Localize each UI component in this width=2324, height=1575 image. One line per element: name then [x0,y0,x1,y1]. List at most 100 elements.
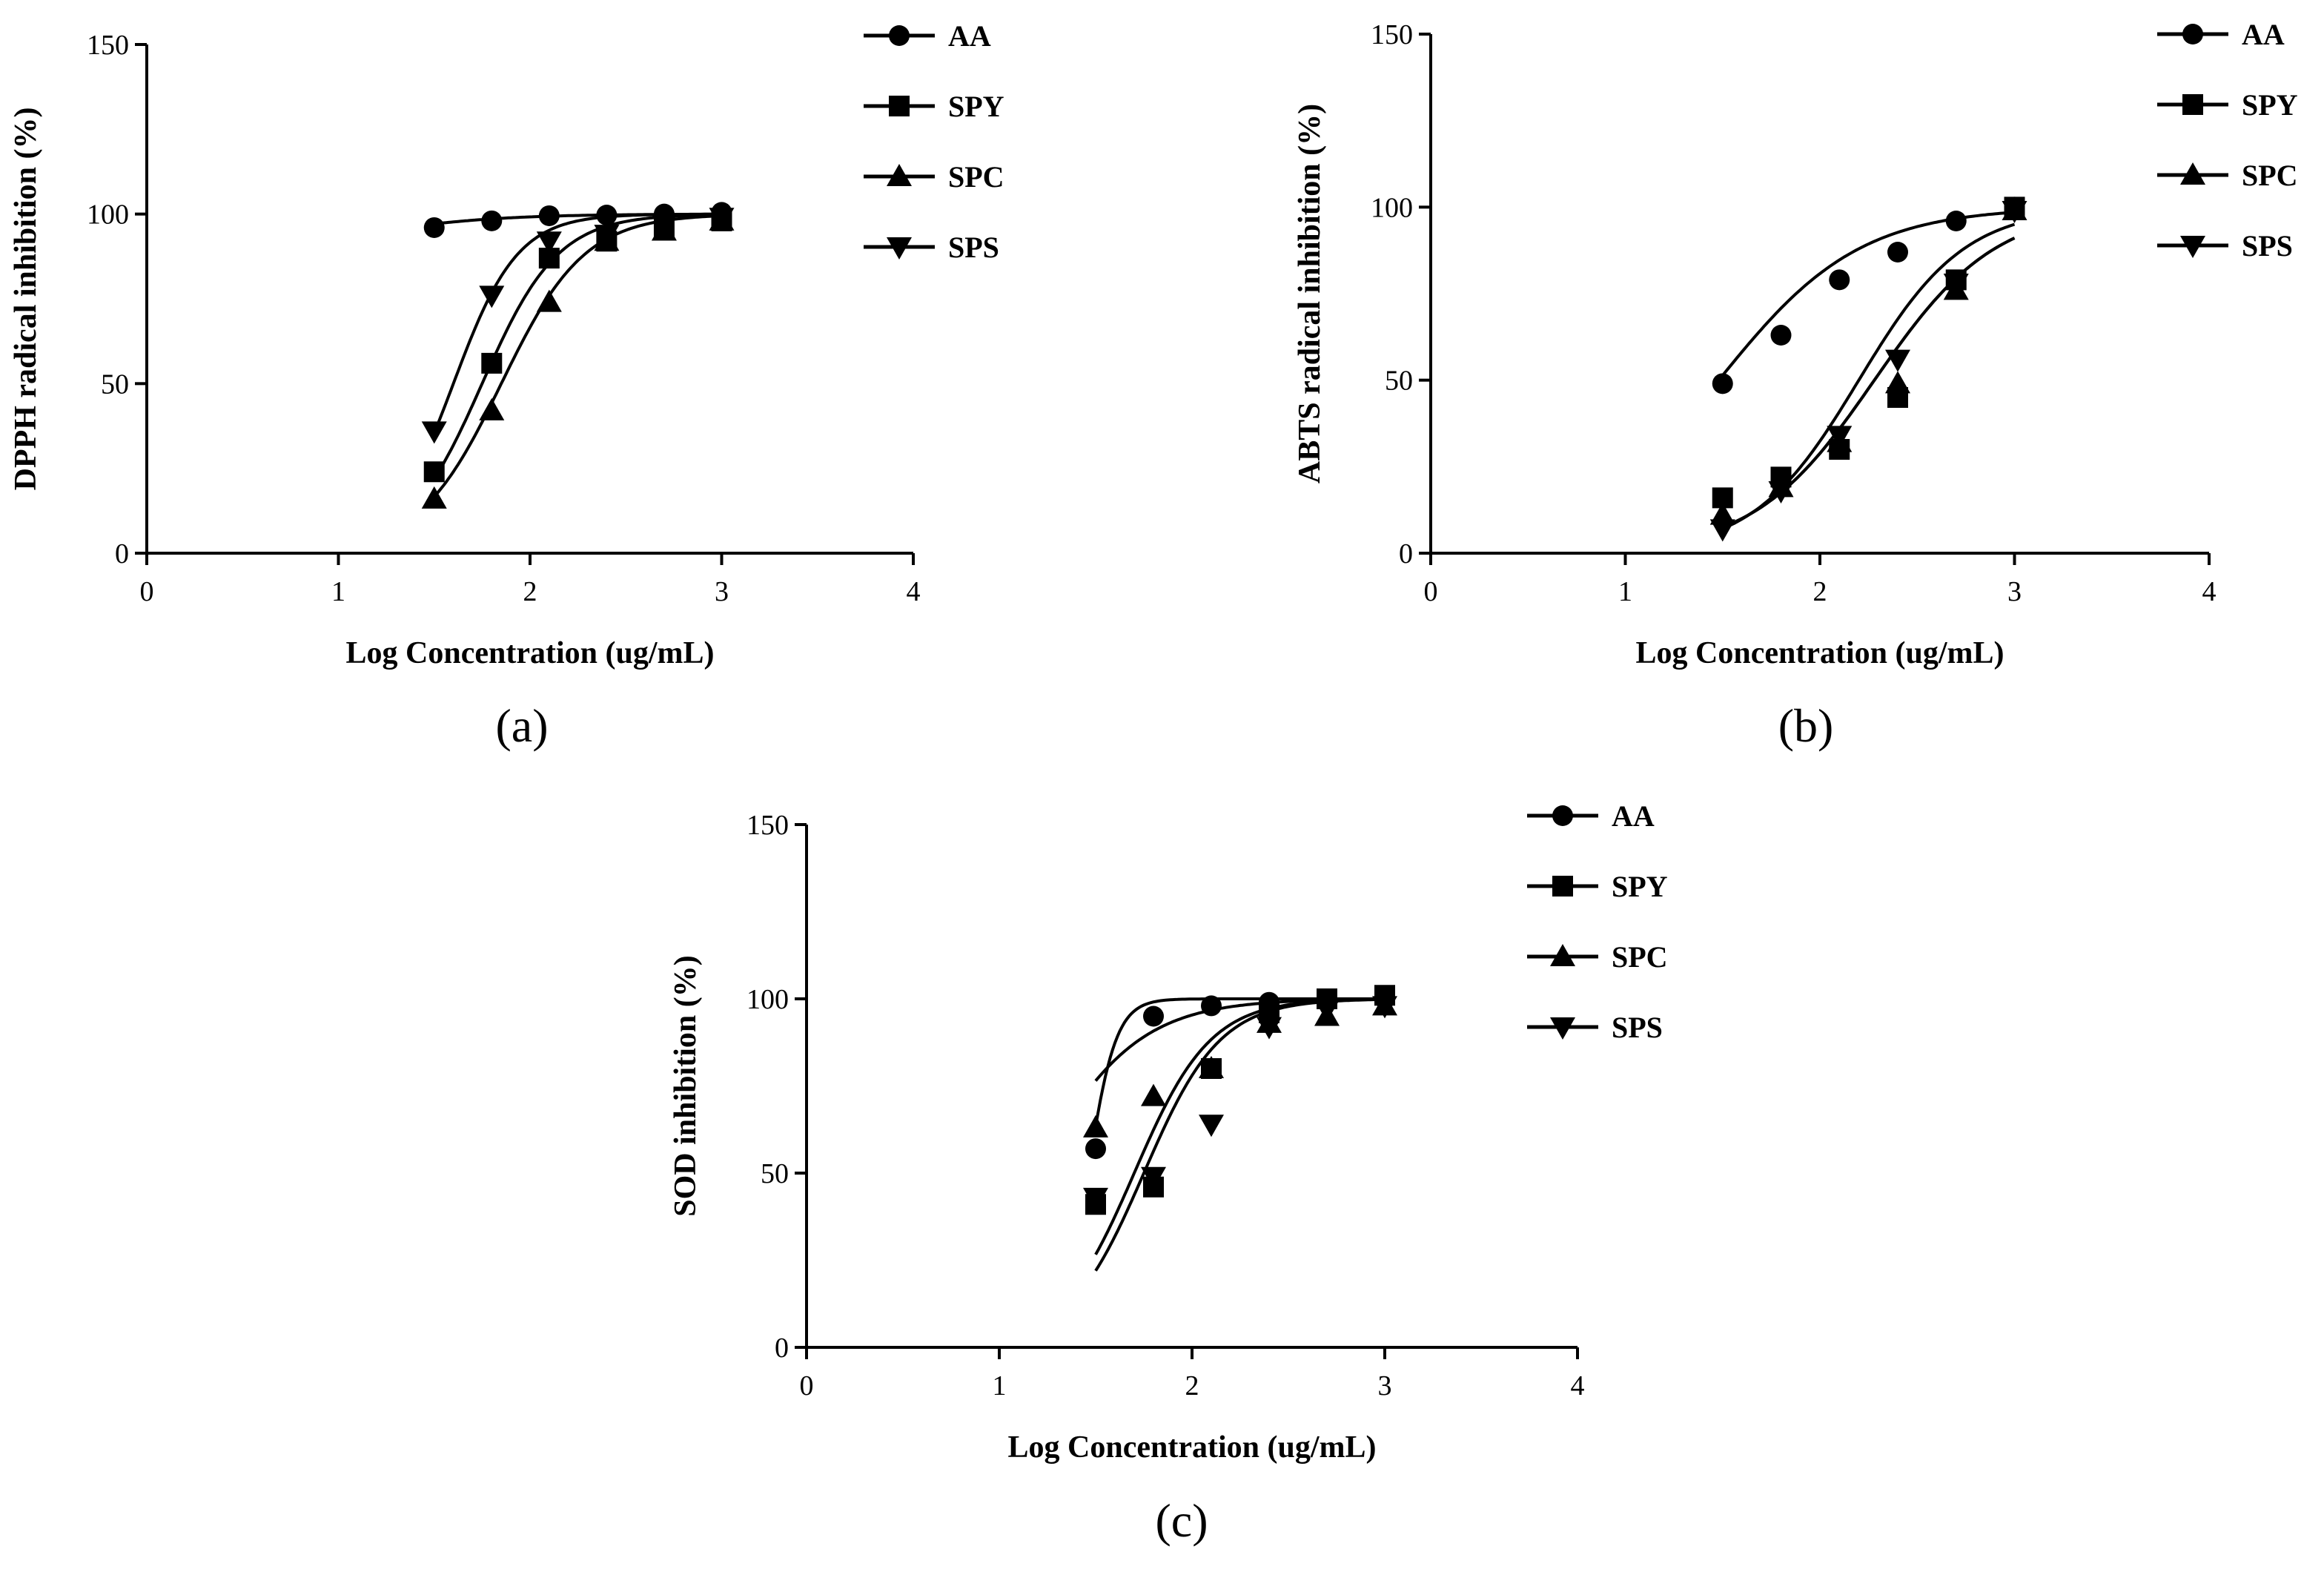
data-point [1770,325,1792,346]
data-point [536,289,562,312]
legend-marker [889,25,910,46]
legend-label: SPC [2242,159,2298,192]
data-point [596,205,618,226]
y-axis-title: ABTS radical inhibition (%) [1293,104,1327,483]
data-point [1085,1138,1106,1160]
series-spc [421,208,735,509]
data-point [481,352,503,374]
data-point [1314,1000,1340,1023]
legend-marker [2182,94,2203,115]
legend-label: SPY [2242,88,2298,122]
data-point [1827,426,1853,449]
legend-item: SPS [2157,229,2293,262]
x-axis-title: Log Concentration (ug/mL) [346,636,715,670]
x-tick-label: 2 [1185,1370,1199,1401]
legend-marker [2180,162,2205,185]
legend-item: SPY [1527,870,1668,903]
x-tick-label: 3 [1378,1370,1392,1401]
data-point [423,217,445,238]
fit-curve [1721,222,2016,530]
y-tick-label: 150 [746,810,789,841]
legend-marker [1552,876,1573,897]
data-point [538,205,560,226]
fit-curve [433,214,722,498]
legend-item: SPC [2157,159,2298,192]
x-tick-label: 1 [993,1370,1007,1401]
x-tick-label: 1 [1618,576,1632,607]
data-point [1712,487,1733,509]
data-point [1372,996,1397,1019]
legend-label: SPY [1612,870,1668,903]
legend-label: SPY [948,90,1004,123]
panel-label: (a) [495,699,548,752]
x-tick-label: 3 [2007,576,2022,607]
data-point [1885,371,1910,394]
fit-curve [1721,237,2016,529]
data-point [1257,1017,1282,1040]
chart-panel-3: 0 1 2 3 4 0 50 100 150 Log Concentration (ug/mL) S… [669,799,1668,1465]
data-point [1141,1166,1166,1189]
series-aa [1712,197,2025,394]
data-point [594,225,620,248]
y-tick-label: 150 [1371,19,1413,50]
legend-label: AA [1612,799,1655,833]
data-point [1829,269,1850,291]
data-point [421,486,447,509]
data-point [536,231,562,254]
x-tick-label: 3 [715,576,729,607]
legend-label: SPS [948,231,999,264]
data-point [1768,481,1794,503]
data-point [1083,1187,1108,1210]
legend-marker [1552,805,1573,826]
legend-marker [1550,1017,1575,1040]
legend-item: SPS [1527,1011,1663,1044]
data-point [421,421,447,444]
legend-label: SPS [1612,1011,1663,1044]
fit-curve [1094,997,1386,1255]
data-point [1709,519,1735,542]
y-tick-label: 50 [1385,366,1413,397]
x-tick-label: 1 [331,576,345,607]
data-point [709,208,735,231]
x-tick-label: 2 [523,576,537,607]
data-point [1945,211,1967,231]
data-point [1199,1056,1224,1078]
legend: AA SPY SPC SPS [2157,18,2298,262]
legend-item: AA [2157,18,2285,51]
y-tick-label: 0 [775,1333,789,1364]
legend-item: AA [1527,799,1655,833]
legend: AA SPY SPC SPS [864,19,1004,264]
fit-curve [1721,237,2016,529]
data-point [1709,502,1735,525]
series-aa [1085,988,1395,1160]
panel-label: (b) [1778,699,1834,752]
legend-label: AA [2242,18,2285,51]
legend-item: AA [864,19,991,53]
legend-marker [2182,24,2203,44]
data-point [479,285,505,308]
data-point [1083,1115,1108,1138]
data-point [481,210,503,231]
x-tick-label: 4 [907,576,921,607]
y-tick-label: 0 [1399,538,1413,569]
x-tick-label: 0 [1424,576,1438,607]
fit-curve [1094,997,1385,1082]
x-tick-label: 2 [1813,576,1827,607]
y-tick-label: 100 [1371,192,1413,223]
legend-label: SPC [948,160,1004,194]
series-sps [1709,201,2027,542]
data-point [1885,349,1910,372]
legend: AA SPY SPC SPS [1527,799,1668,1044]
x-tick-label: 4 [1571,1370,1585,1401]
data-point [538,248,560,269]
legend-marker [2180,236,2205,258]
y-tick-label: 100 [746,984,789,1015]
panel-label: (c) [1155,1494,1208,1547]
legend-item: SPY [2157,88,2298,122]
legend-item: SPS [864,231,999,264]
series-sps [421,208,735,444]
y-tick-label: 150 [87,30,129,61]
data-point [1143,1006,1164,1027]
legend-label: SPC [1612,940,1668,974]
